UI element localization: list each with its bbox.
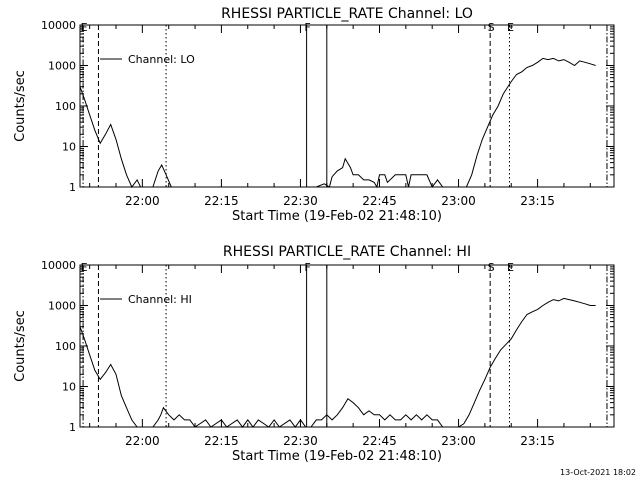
- x-tick-label: 22:45: [362, 194, 397, 208]
- footer-timestamp: 13-Oct-2021 18:02: [560, 468, 636, 477]
- series-line: [79, 57, 596, 189]
- time-marker-label: E: [81, 261, 88, 274]
- y-axis: 1 10 100 1000 10000: [41, 259, 614, 434]
- time-marker-label: F: [304, 261, 310, 274]
- y-tick-label: 1: [69, 181, 76, 194]
- x-axis-label: Start Time (19-Feb-02 21:48:10): [232, 209, 442, 224]
- time-marker-label: S: [488, 261, 495, 274]
- x-tick-label: 22:15: [204, 434, 239, 448]
- x-tick-label: 22:15: [204, 194, 239, 208]
- x-tick-label: 22:00: [125, 434, 160, 448]
- y-tick-label: 100: [55, 340, 76, 353]
- x-axis-label: Start Time (19-Feb-02 21:48:10): [232, 449, 442, 464]
- x-tick-label: 22:45: [362, 434, 397, 448]
- time-marker-label: E: [507, 21, 514, 34]
- y-axis-label: Counts/sec: [13, 310, 28, 382]
- x-tick-label: 23:15: [520, 194, 555, 208]
- y-axis: 1 10 100 1000 10000: [41, 19, 614, 194]
- y-tick-label: 1000: [48, 300, 76, 313]
- legend: Channel: HI: [100, 293, 192, 306]
- x-tick-label: 23:00: [441, 194, 476, 208]
- x-tick-label: 22:30: [283, 194, 318, 208]
- y-tick-label: 1: [69, 421, 76, 434]
- x-axis: 22:00 22:15 22:30 22:45 23:00 23:15: [89, 265, 591, 448]
- time-marker-label: E: [507, 261, 514, 274]
- x-tick-label: 22:30: [283, 434, 318, 448]
- legend-label: Channel: LO: [128, 53, 195, 66]
- panel-lo: RHESSI PARTICLE_RATE Channel: LO 1 10 100 10…: [13, 6, 615, 224]
- series-line: [79, 297, 596, 428]
- chart-title: RHESSI PARTICLE_RATE Channel: LO: [221, 6, 473, 22]
- legend: Channel: LO: [100, 53, 195, 66]
- y-tick-label: 10000: [41, 259, 76, 272]
- chart-title: RHESSI PARTICLE_RATE Channel: HI: [223, 244, 471, 260]
- time-marker-label: F: [304, 21, 310, 34]
- x-tick-label: 23:00: [441, 434, 476, 448]
- plot-frame: [79, 264, 615, 428]
- panel-hi: RHESSI PARTICLE_RATE Channel: HI 1 10 100 10…: [13, 244, 615, 464]
- y-tick-label: 10: [62, 381, 76, 394]
- y-tick-label: 10: [62, 141, 76, 154]
- y-tick-label: 100: [55, 100, 76, 113]
- y-tick-label: 1000: [48, 60, 76, 73]
- x-tick-label: 23:15: [520, 434, 555, 448]
- x-axis: 22:00 22:15 22:30 22:45 23:00 23:15: [89, 25, 591, 208]
- y-tick-label: 10000: [41, 19, 76, 32]
- legend-label: Channel: HI: [128, 293, 192, 306]
- y-axis-label: Counts/sec: [13, 70, 28, 142]
- time-marker-label: S: [488, 21, 495, 34]
- time-marker-label: E: [81, 21, 88, 34]
- x-tick-label: 22:00: [125, 194, 160, 208]
